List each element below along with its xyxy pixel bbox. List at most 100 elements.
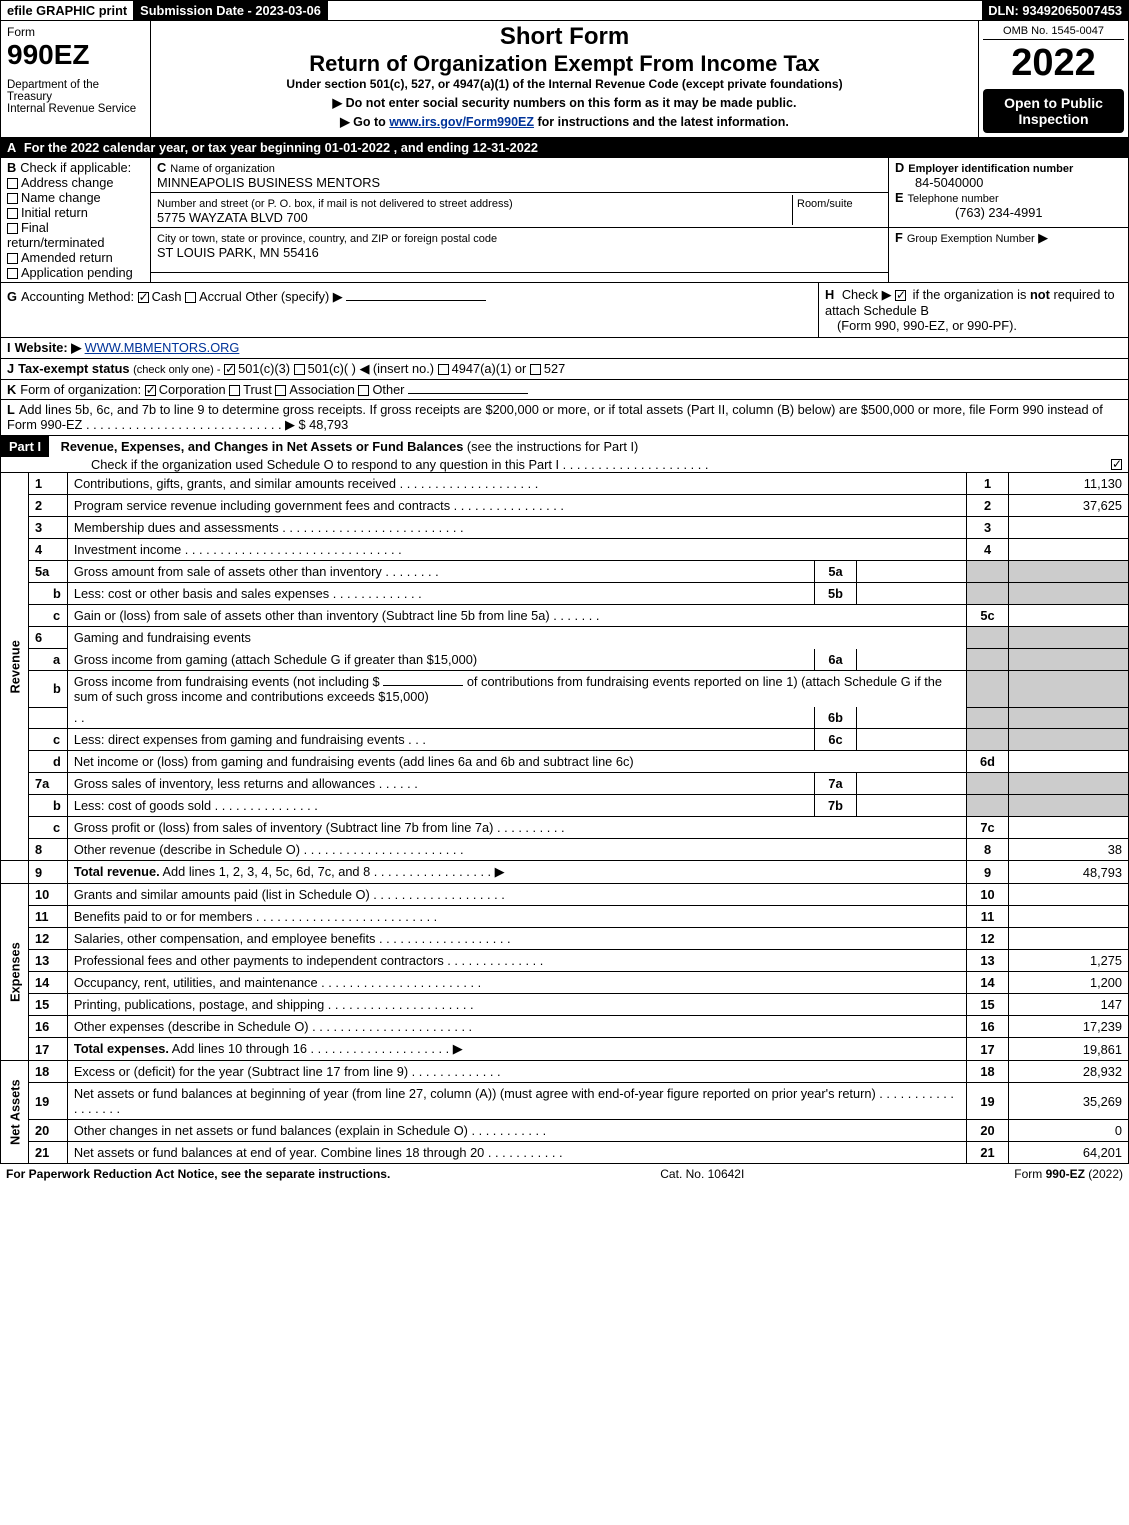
k-assoc: Association [289, 382, 354, 397]
check-assoc[interactable] [275, 385, 286, 396]
l1-amt: 11,130 [1009, 473, 1129, 495]
check-4947[interactable] [438, 364, 449, 375]
l9-desc: Total revenue. [74, 864, 160, 879]
l9-desc2: Add lines 1, 2, 3, 4, 5c, 6d, 7c, and 8 [160, 864, 371, 879]
inst2-post: for instructions and the latest informat… [534, 115, 789, 129]
l19-amt: 35,269 [1009, 1083, 1129, 1120]
l7c-desc: Gross profit or (loss) from sales of inv… [74, 820, 494, 835]
check-address-change[interactable] [7, 178, 18, 189]
footer-mid: Cat. No. 10642I [660, 1167, 744, 1181]
check-h[interactable] [895, 290, 906, 301]
f-label: Group Exemption Number [907, 233, 1035, 245]
j-note: (check only one) - [133, 364, 220, 376]
check-corp[interactable] [145, 385, 156, 396]
k-trust: Trust [243, 382, 272, 397]
check-name-change[interactable] [7, 193, 18, 204]
revenue-label: Revenue [1, 473, 29, 861]
opt-initial: Initial return [21, 205, 88, 220]
l3-desc: Membership dues and assessments [74, 520, 279, 535]
l5a-desc: Gross amount from sale of assets other t… [74, 564, 382, 579]
c-name-label: Name of organization [170, 163, 275, 175]
section-j: JTax-exempt status (check only one) - 50… [0, 359, 1129, 380]
l6c-desc: Less: direct expenses from gaming and fu… [74, 732, 405, 747]
l16-amt: 17,239 [1009, 1016, 1129, 1038]
l6a-desc: Gross income from gaming (attach Schedul… [74, 652, 477, 667]
k-other: Other [372, 382, 404, 397]
check-amended[interactable] [7, 253, 18, 264]
footer-right-pre: Form [1014, 1167, 1045, 1181]
row-g-h: GAccounting Method: Cash Accrual Other (… [0, 283, 1129, 338]
check-501c3[interactable] [224, 364, 235, 375]
j-o3: 4947(a)(1) or [452, 361, 527, 376]
city-value: ST LOUIS PARK, MN 55416 [157, 245, 319, 260]
inst2-pre: ▶ Go to [340, 115, 389, 129]
h-text1: Check ▶ [842, 287, 892, 302]
short-form-title: Short Form [157, 23, 972, 51]
l7b-box: 7b [815, 795, 857, 817]
l20-amt: 0 [1009, 1120, 1129, 1142]
netassets-label: Net Assets [1, 1061, 29, 1164]
l5c-desc: Gain or (loss) from sale of assets other… [74, 608, 550, 623]
j-o1: 501(c)(3) [238, 361, 290, 376]
part1-label: Part I [1, 436, 49, 457]
l7a-desc: Gross sales of inventory, less returns a… [74, 776, 375, 791]
room-label: Room/suite [797, 198, 853, 210]
line-a: A For the 2022 calendar year, or tax yea… [0, 138, 1129, 158]
l5c-amt [1009, 605, 1129, 627]
phone-value: (763) 234-4991 [895, 205, 1043, 220]
opt-final: Final return/terminated [7, 220, 104, 250]
l15-desc: Printing, publications, postage, and shi… [74, 997, 324, 1012]
org-name: MINNEAPOLIS BUSINESS MENTORS [157, 175, 380, 190]
l10-desc: Grants and similar amounts paid (list in… [74, 887, 370, 902]
l8-desc: Other revenue (describe in Schedule O) [74, 842, 300, 857]
irs-link[interactable]: www.irs.gov/Form990EZ [389, 115, 534, 129]
section-c-name: CName of organization MINNEAPOLIS BUSINE… [151, 158, 889, 193]
l3-amt [1009, 517, 1129, 539]
opt-name: Name change [21, 190, 101, 205]
opt-amended: Amended return [21, 250, 113, 265]
l12-desc: Salaries, other compensation, and employ… [74, 931, 376, 946]
part1-title: Revenue, Expenses, and Changes in Net As… [53, 439, 464, 454]
section-f: FGroup Exemption Number ▶ [889, 228, 1129, 283]
header-center: Short Form Return of Organization Exempt… [151, 21, 978, 137]
section-i: IWebsite: ▶ WWW.MBMENTORS.ORG [0, 338, 1129, 359]
tax-year: 2022 [983, 42, 1124, 85]
section-h: H Check ▶ if the organization is not req… [818, 283, 1128, 337]
check-trust[interactable] [229, 385, 240, 396]
l6b-box: 6b [815, 707, 857, 729]
l18-amt: 28,932 [1009, 1061, 1129, 1083]
form-label: Form [7, 25, 144, 39]
street-label: Number and street (or P. O. box, if mail… [157, 198, 513, 210]
ein-value: 84-5040000 [895, 175, 983, 190]
open-public-badge: Open to Public Inspection [983, 89, 1124, 133]
instruction-2: ▶ Go to www.irs.gov/Form990EZ for instru… [157, 114, 972, 129]
check-final-return[interactable] [7, 223, 18, 234]
check-501c[interactable] [294, 364, 305, 375]
check-part1-scho[interactable] [1111, 459, 1122, 470]
check-accrual[interactable] [185, 292, 196, 303]
h-not: not [1030, 287, 1050, 302]
dept-irs: Internal Revenue Service [7, 103, 144, 115]
l15-amt: 147 [1009, 994, 1129, 1016]
l2-desc: Program service revenue including govern… [74, 498, 450, 513]
check-other-org[interactable] [358, 385, 369, 396]
check-pending[interactable] [7, 268, 18, 279]
check-527[interactable] [530, 364, 541, 375]
l16-desc: Other expenses (describe in Schedule O) [74, 1019, 309, 1034]
section-c-street: Number and street (or P. O. box, if mail… [151, 193, 889, 228]
check-initial-return[interactable] [7, 208, 18, 219]
line-a-text: For the 2022 calendar year, or tax year … [24, 140, 538, 155]
dept-treasury: Department of the Treasury [7, 79, 144, 103]
b-label: Check if applicable: [20, 160, 131, 175]
website-link[interactable]: WWW.MBMENTORS.ORG [85, 340, 240, 355]
l19-desc: Net assets or fund balances at beginning… [74, 1086, 876, 1101]
spacer [328, 1, 982, 20]
l6d-desc: Net income or (loss) from gaming and fun… [74, 754, 634, 769]
l6b-desc1: Gross income from fundraising events (no… [74, 674, 380, 689]
l7c-amt [1009, 817, 1129, 839]
city-label: City or town, state or province, country… [157, 233, 497, 245]
check-cash[interactable] [138, 292, 149, 303]
opt-pending: Application pending [21, 265, 133, 280]
j-o4: 527 [544, 361, 565, 376]
footer-left: For Paperwork Reduction Act Notice, see … [6, 1167, 390, 1181]
